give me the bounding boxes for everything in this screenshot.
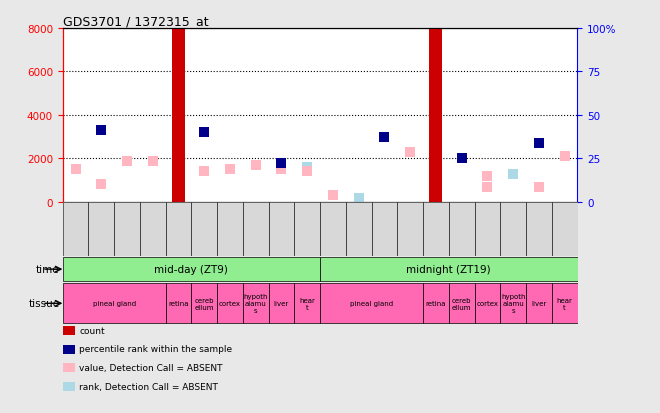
- FancyBboxPatch shape: [269, 202, 294, 256]
- FancyBboxPatch shape: [423, 202, 449, 256]
- FancyBboxPatch shape: [63, 284, 166, 323]
- Point: [302, 169, 312, 175]
- FancyBboxPatch shape: [191, 202, 217, 256]
- Point: [456, 156, 467, 162]
- Point: [224, 166, 235, 173]
- FancyBboxPatch shape: [243, 284, 269, 323]
- FancyBboxPatch shape: [140, 202, 166, 256]
- Text: pineal gland: pineal gland: [92, 301, 136, 306]
- FancyBboxPatch shape: [526, 202, 552, 256]
- Text: rank, Detection Call = ABSENT: rank, Detection Call = ABSENT: [79, 382, 218, 391]
- Text: percentile rank within the sample: percentile rank within the sample: [79, 344, 232, 354]
- FancyBboxPatch shape: [191, 284, 217, 323]
- Text: cortex: cortex: [477, 301, 498, 306]
- FancyBboxPatch shape: [449, 202, 475, 256]
- Point: [199, 169, 210, 175]
- FancyBboxPatch shape: [294, 202, 320, 256]
- FancyBboxPatch shape: [552, 284, 578, 323]
- Text: tissue: tissue: [28, 299, 59, 309]
- FancyBboxPatch shape: [500, 202, 526, 256]
- Point: [224, 166, 235, 173]
- FancyBboxPatch shape: [88, 202, 114, 256]
- Point: [533, 184, 544, 190]
- FancyBboxPatch shape: [243, 202, 269, 256]
- FancyBboxPatch shape: [166, 284, 191, 323]
- FancyBboxPatch shape: [269, 284, 294, 323]
- Bar: [172, 29, 185, 202]
- FancyBboxPatch shape: [475, 284, 500, 323]
- FancyBboxPatch shape: [63, 257, 320, 282]
- Point: [482, 173, 492, 180]
- Bar: [430, 29, 442, 202]
- Text: cereb
ellum: cereb ellum: [195, 297, 214, 310]
- Point: [508, 171, 518, 178]
- Point: [96, 128, 106, 134]
- Text: retina: retina: [168, 301, 189, 306]
- Text: time: time: [36, 264, 59, 274]
- Text: cereb
ellum: cereb ellum: [452, 297, 471, 310]
- FancyBboxPatch shape: [320, 284, 423, 323]
- Point: [533, 140, 544, 147]
- FancyBboxPatch shape: [166, 202, 191, 256]
- Text: mid-day (ZT9): mid-day (ZT9): [154, 264, 228, 274]
- Point: [121, 158, 132, 164]
- FancyBboxPatch shape: [294, 284, 320, 323]
- Text: cortex: cortex: [219, 301, 241, 306]
- Point: [353, 195, 364, 201]
- FancyBboxPatch shape: [526, 284, 552, 323]
- FancyBboxPatch shape: [500, 284, 526, 323]
- Point: [482, 184, 492, 190]
- FancyBboxPatch shape: [449, 284, 475, 323]
- Text: pineal gland: pineal gland: [350, 301, 393, 306]
- FancyBboxPatch shape: [320, 202, 346, 256]
- FancyBboxPatch shape: [217, 284, 243, 323]
- Text: hear
t: hear t: [299, 297, 315, 310]
- Text: hear
t: hear t: [556, 297, 573, 310]
- Point: [276, 166, 286, 173]
- Text: hypoth
alamu
s: hypoth alamu s: [244, 294, 268, 313]
- FancyBboxPatch shape: [475, 202, 500, 256]
- FancyBboxPatch shape: [114, 202, 140, 256]
- Point: [199, 130, 210, 136]
- Text: midnight (ZT19): midnight (ZT19): [407, 264, 491, 274]
- Point: [559, 154, 570, 160]
- Point: [405, 149, 416, 156]
- Point: [302, 164, 312, 171]
- Point: [276, 160, 286, 166]
- Point: [70, 166, 81, 173]
- Point: [250, 162, 261, 169]
- Text: retina: retina: [426, 301, 446, 306]
- FancyBboxPatch shape: [217, 202, 243, 256]
- FancyBboxPatch shape: [423, 284, 449, 323]
- Point: [327, 192, 338, 199]
- Point: [379, 134, 389, 140]
- FancyBboxPatch shape: [320, 257, 578, 282]
- Point: [96, 182, 106, 188]
- Text: value, Detection Call = ABSENT: value, Detection Call = ABSENT: [79, 363, 222, 372]
- FancyBboxPatch shape: [346, 202, 372, 256]
- Text: liver: liver: [531, 301, 546, 306]
- FancyBboxPatch shape: [397, 202, 423, 256]
- FancyBboxPatch shape: [372, 202, 397, 256]
- Point: [147, 158, 158, 164]
- FancyBboxPatch shape: [552, 202, 578, 256]
- Text: hypoth
alamu
s: hypoth alamu s: [501, 294, 525, 313]
- FancyBboxPatch shape: [63, 202, 88, 256]
- Text: count: count: [79, 326, 105, 335]
- Text: liver: liver: [274, 301, 289, 306]
- Text: GDS3701 / 1372315_at: GDS3701 / 1372315_at: [63, 15, 209, 28]
